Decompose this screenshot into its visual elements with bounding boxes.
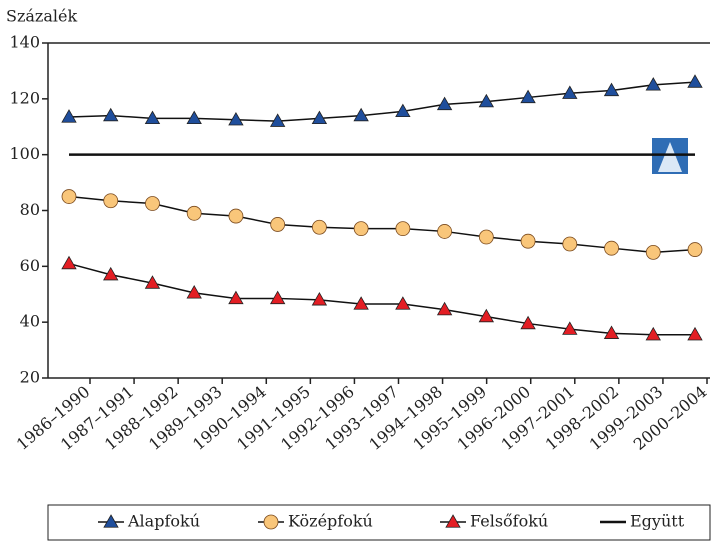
marker [395, 221, 411, 237]
marker [395, 103, 411, 118]
y-tick-label: 140 [9, 33, 40, 52]
marker [353, 221, 369, 237]
marker [562, 321, 578, 335]
y-tick-label: 60 [20, 256, 40, 275]
y-tick-label: 20 [20, 368, 40, 387]
legend-symbol [263, 514, 279, 530]
marker [604, 240, 619, 256]
marker [61, 109, 77, 123]
marker [436, 301, 453, 316]
series [61, 74, 703, 127]
marker [61, 255, 77, 270]
marker [311, 110, 328, 125]
marker [520, 315, 536, 330]
marker [353, 296, 369, 310]
marker [353, 107, 369, 122]
legend-symbol [103, 514, 119, 528]
legend-label: Felsőfokú [470, 512, 548, 531]
marker [144, 275, 161, 289]
logo-tree [658, 142, 682, 172]
logo [652, 138, 688, 174]
y-tick-label: 80 [20, 200, 40, 219]
series-line [68, 262, 695, 336]
legend-symbol [445, 514, 461, 528]
marker [478, 229, 494, 245]
y-tick-label: 40 [20, 312, 40, 331]
marker [311, 292, 328, 306]
marker [436, 96, 453, 111]
legend-label: Alapfokú [127, 512, 200, 531]
marker [228, 290, 244, 305]
marker [269, 290, 286, 305]
legend-marker [103, 514, 119, 528]
marker [186, 110, 202, 125]
marker [687, 326, 703, 341]
legend-box [47, 504, 711, 541]
marker [395, 296, 411, 310]
marker [269, 113, 286, 127]
marker [103, 193, 119, 209]
marker [562, 85, 578, 99]
marker [687, 74, 703, 88]
marker [228, 208, 244, 224]
y-tick-label: 120 [9, 88, 40, 107]
marker [228, 111, 244, 126]
marker [478, 93, 495, 108]
legend-label: Együtt [630, 512, 685, 531]
marker [311, 219, 327, 235]
legend-label: Középfokú [288, 512, 373, 531]
marker [645, 326, 661, 341]
legend-marker [263, 514, 279, 530]
marker [103, 107, 119, 122]
marker [186, 205, 202, 221]
marker [687, 242, 703, 257]
legend-marker [445, 514, 461, 528]
marker [520, 89, 536, 104]
series-line [68, 195, 696, 254]
marker [603, 325, 620, 339]
marker [103, 266, 119, 281]
marker [61, 189, 77, 204]
marker [270, 217, 286, 232]
series [61, 189, 703, 260]
series-line [68, 81, 696, 122]
marker [478, 308, 495, 323]
series [61, 255, 703, 341]
marker [520, 233, 536, 249]
marker [645, 77, 661, 91]
marker [645, 244, 661, 260]
marker [145, 196, 160, 211]
y-tick-label: 100 [9, 144, 40, 163]
marker [437, 224, 453, 239]
marker [603, 82, 620, 97]
y-axis-title: Százalék [6, 7, 77, 26]
marker [144, 110, 161, 125]
marker [186, 285, 202, 299]
marker [562, 236, 578, 252]
